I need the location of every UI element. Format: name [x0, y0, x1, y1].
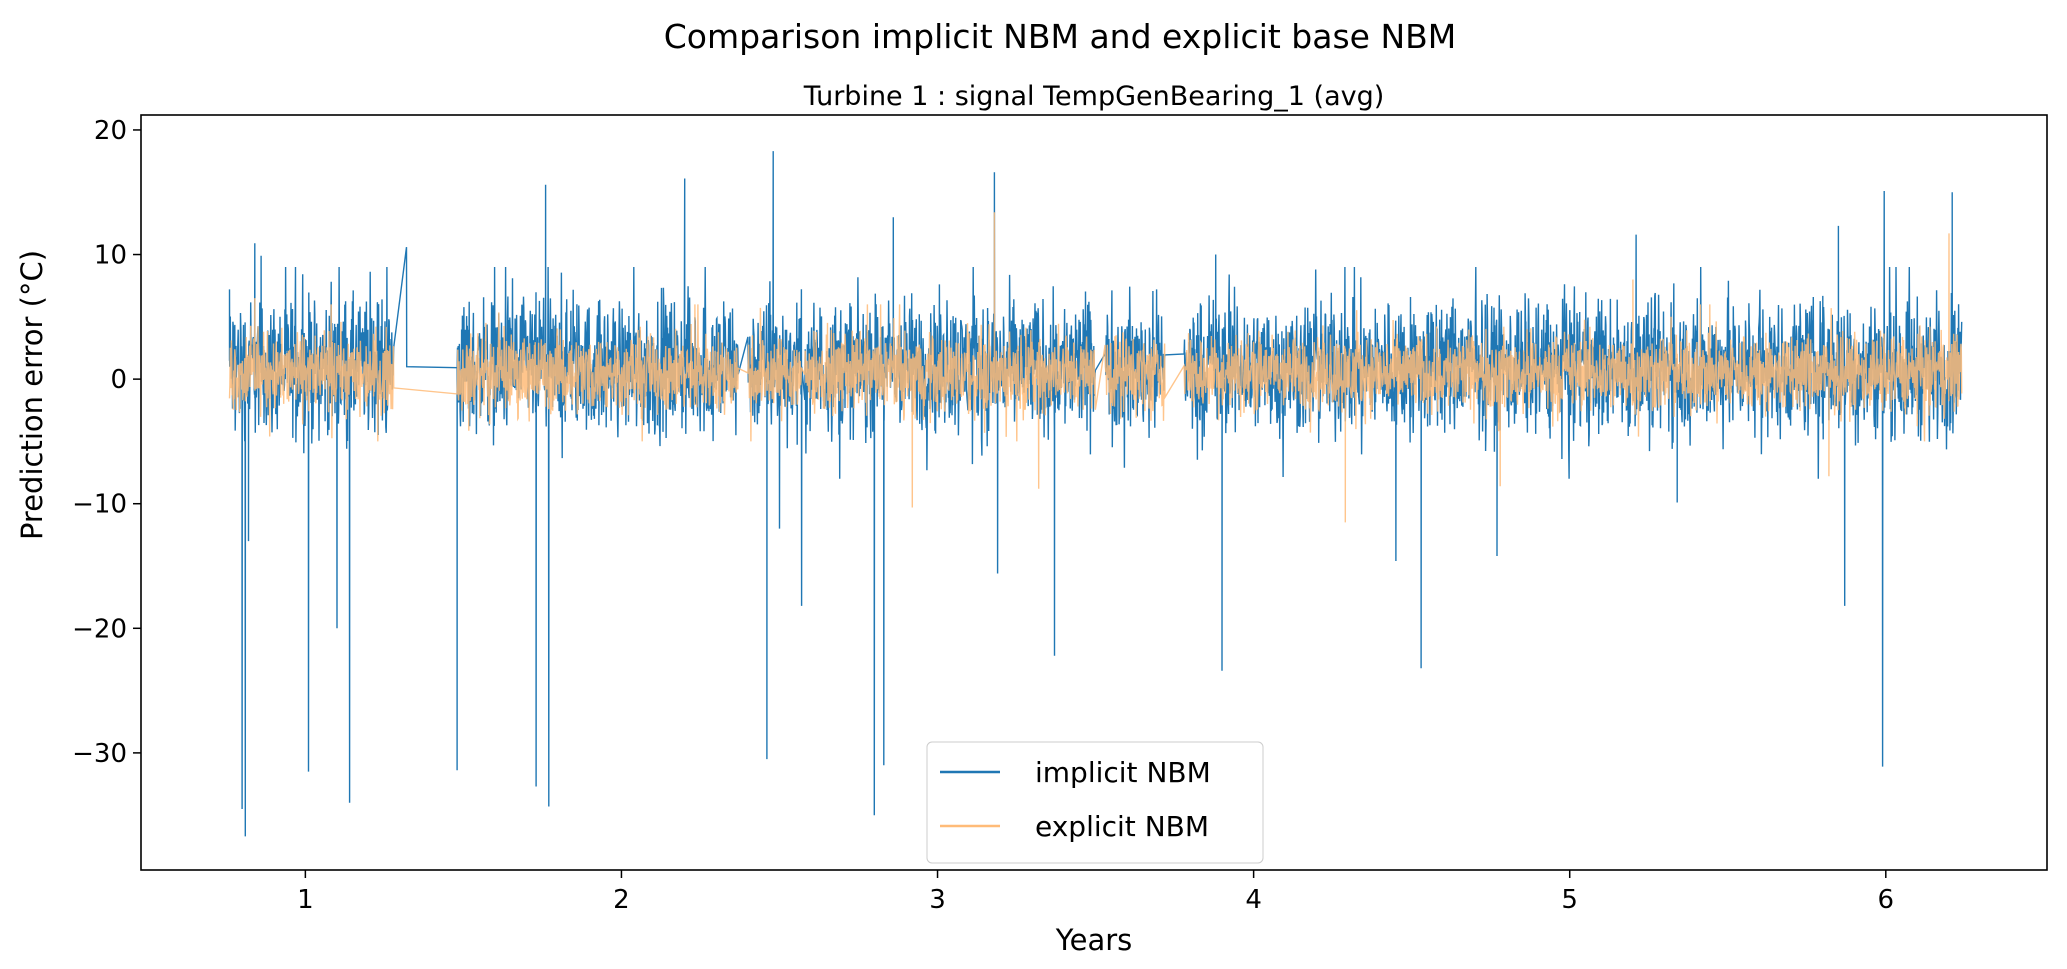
chart-title: Comparison implicit NBM and explicit bas… [664, 17, 1457, 56]
y-tick-label: 10 [94, 241, 127, 271]
x-axis: 1 2 3 4 5 6 [297, 870, 1894, 915]
y-tick-label: −20 [72, 614, 127, 644]
legend-label-explicit: explicit NBM [1035, 810, 1209, 843]
plot-area [228, 151, 1963, 837]
y-tick-label: −10 [72, 490, 127, 520]
x-tick-label: 4 [1245, 885, 1262, 915]
legend-box [926, 741, 1264, 864]
legend: implicit NBM explicit NBM [926, 741, 1264, 864]
chart-subtitle: Turbine 1 : signal TempGenBearing_1 (avg… [803, 81, 1385, 112]
x-tick-label: 6 [1878, 885, 1895, 915]
legend-label-implicit: implicit NBM [1035, 756, 1211, 789]
y-tick-label: −30 [72, 739, 127, 769]
series-line-implicit-nbm [228, 151, 1963, 837]
x-tick-label: 5 [1561, 885, 1578, 915]
x-axis-label: Years [1055, 923, 1133, 957]
series-line-explicit-nbm [228, 212, 1963, 523]
axes-frame [140, 114, 2048, 871]
x-tick-label: 1 [297, 885, 314, 915]
y-axis: 20 10 0 −10 −20 −30 [72, 116, 141, 769]
y-axis-label: Prediction error (°C) [15, 250, 49, 540]
x-tick-label: 3 [929, 885, 946, 915]
x-tick-label: 2 [613, 885, 630, 915]
y-tick-label: 20 [94, 116, 127, 146]
y-tick-label: 0 [110, 365, 127, 395]
